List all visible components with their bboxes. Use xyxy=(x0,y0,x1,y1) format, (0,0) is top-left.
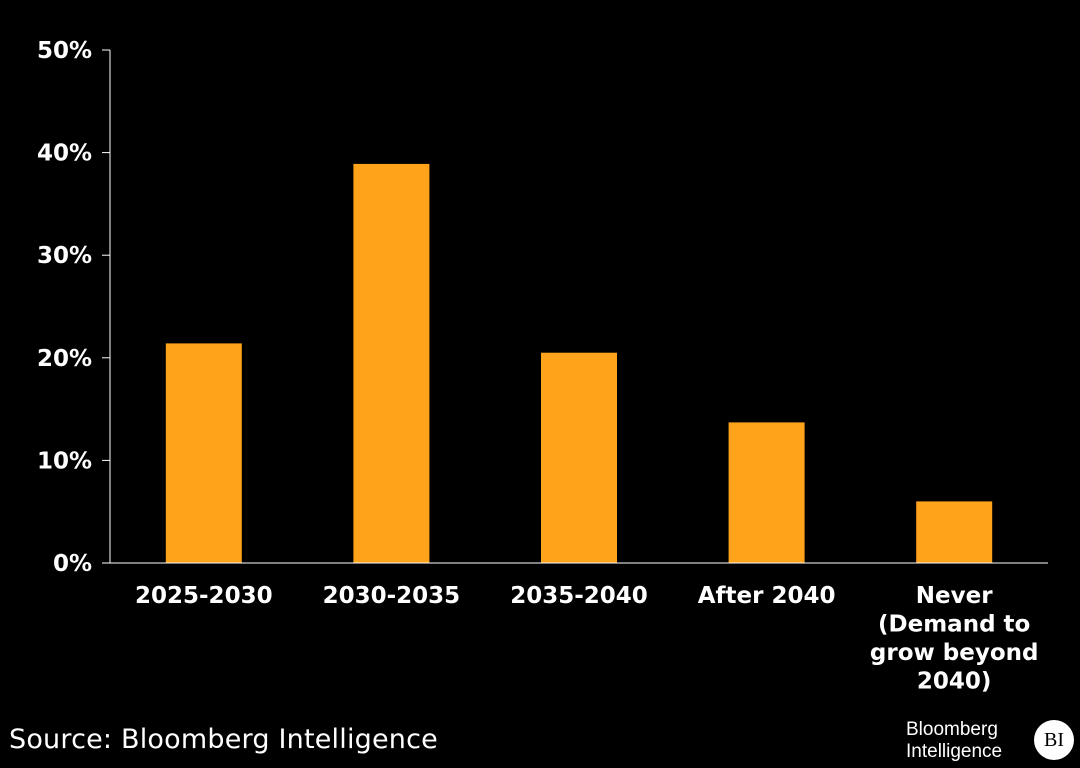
x-labels-group: 2025-2030 2030-2035 2035-2040 After 2040 Nev… xyxy=(135,583,1038,695)
y-tick-label: 30% xyxy=(37,243,92,269)
bar-1 xyxy=(353,163,430,563)
x-category-label-line: Never xyxy=(916,583,993,609)
y-tick-label: 40% xyxy=(37,141,92,167)
x-category-label: Never (Demand to grow beyond 2040) xyxy=(870,583,1039,695)
y-tick-label: 50% xyxy=(37,38,92,64)
y-tick-label: 10% xyxy=(37,448,92,474)
logo-line-2: Intelligence xyxy=(906,741,1003,762)
logo-wordmark: Bloomberg Intelligence xyxy=(906,719,1002,763)
bloomberg-intelligence-logo: Bloomberg Intelligence BI xyxy=(906,719,1076,765)
axes-group xyxy=(109,50,1048,564)
bars-group xyxy=(165,163,993,563)
x-category-label-line: (Demand to xyxy=(878,612,1030,638)
y-tick-label: 20% xyxy=(37,346,92,372)
bar-2 xyxy=(541,352,617,563)
x-category-label-line: 2030-2035 xyxy=(323,583,461,609)
x-category-label: 2035-2040 xyxy=(510,583,648,609)
x-category-label: After 2040 xyxy=(698,583,836,609)
y-tick-label: 0% xyxy=(53,551,92,577)
bi-badge-icon: BI xyxy=(1034,720,1074,760)
x-category-label-line: grow beyond xyxy=(870,640,1039,666)
x-category-label-line: 2035-2040 xyxy=(510,583,648,609)
x-category-label-line: After 2040 xyxy=(698,583,836,609)
x-category-label: 2030-2035 xyxy=(323,583,461,609)
x-category-label-line: 2040) xyxy=(917,669,992,695)
bar-4 xyxy=(916,501,993,563)
x-category-label-line: 2025-2030 xyxy=(135,583,273,609)
bar-0 xyxy=(165,343,242,563)
x-category-label: 2025-2030 xyxy=(135,583,273,609)
bar-3 xyxy=(728,422,805,563)
y-ticks-group: 0% 10% 20% 30% 40% 50% xyxy=(37,38,110,577)
logo-line-1: Bloomberg xyxy=(906,719,998,740)
source-note: Source: Bloomberg Intelligence xyxy=(9,724,438,755)
